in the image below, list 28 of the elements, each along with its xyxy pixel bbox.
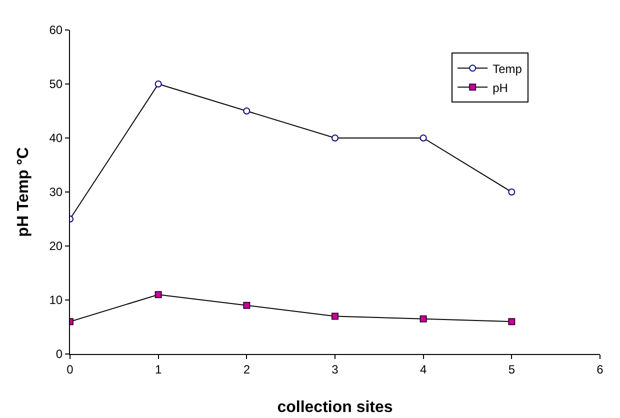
point xyxy=(508,188,516,196)
point xyxy=(154,80,162,88)
point xyxy=(243,302,250,309)
y-tick-label: 20 xyxy=(49,239,63,254)
y-axis-title: pH Temp °C xyxy=(15,146,32,237)
point xyxy=(332,312,338,320)
point xyxy=(243,108,250,114)
x-tick-label: 5 xyxy=(508,362,516,376)
y-tick-label: 10 xyxy=(49,293,63,308)
x-tick-label: 2 xyxy=(243,362,250,376)
legend-label: Temp xyxy=(492,62,522,76)
point xyxy=(420,315,427,322)
point xyxy=(332,134,338,142)
x-tick-label: 3 xyxy=(332,362,339,376)
y-tick-label: 60 xyxy=(49,23,63,38)
y-tick-label: 0 xyxy=(56,347,63,362)
x-tick-label: 0 xyxy=(66,362,74,376)
point xyxy=(154,291,162,298)
y-tick-label: 40 xyxy=(49,131,63,146)
legend-label: pH xyxy=(492,80,508,95)
x-tick-label: 6 xyxy=(596,362,604,376)
y-tick-label: 50 xyxy=(49,77,63,92)
x-tick-label: 1 xyxy=(154,362,162,376)
point xyxy=(420,134,427,142)
point xyxy=(508,318,516,326)
x-axis-title: collection sites xyxy=(277,399,393,416)
y-tick-label: 30 xyxy=(49,185,63,200)
x-tick-label: 4 xyxy=(420,362,427,376)
